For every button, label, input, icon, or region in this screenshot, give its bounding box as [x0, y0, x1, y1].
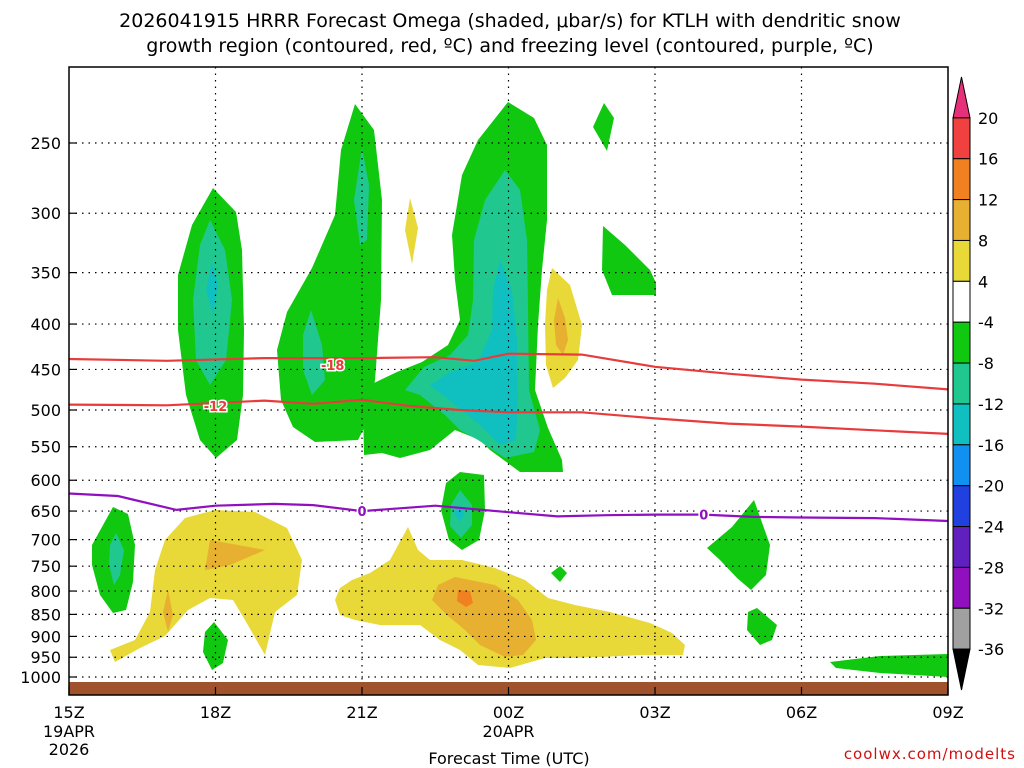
chart-title-line-1: 2026041915 HRRR Forecast Omega (shaded, …	[119, 10, 901, 32]
y-tick-label-600: 600	[30, 471, 61, 490]
isotherm-minus-18-line	[69, 352, 948, 391]
colorbar-label-13: -36	[978, 640, 1004, 659]
freezing-level-line	[69, 492, 948, 523]
y-tick-label-250: 250	[30, 134, 61, 153]
colorbar-band-4	[952, 239, 971, 282]
colorbar-label-3: 8	[978, 231, 988, 250]
y-tick-label-300: 300	[30, 204, 61, 223]
omega-region-max-2	[430, 260, 518, 445]
x-tick-label-21Z: 21Z	[346, 703, 377, 722]
colorbar-label-1: 16	[978, 150, 998, 169]
colorbar-band-3	[952, 199, 971, 241]
omega-region-strong-3	[303, 310, 325, 395]
omega-region-upward-9	[747, 608, 777, 645]
y-tick-label-800: 800	[30, 582, 61, 601]
omega-region-sinking-strong-2	[205, 540, 265, 570]
grid-lines	[69, 67, 948, 695]
y-tick-label-450: 450	[30, 360, 61, 379]
colorbar-label-10: -24	[978, 518, 1004, 537]
x-tick-label-09Z: 09Z	[932, 703, 963, 722]
colorbar-band-10	[952, 485, 971, 528]
omega-region-upward-4	[593, 103, 614, 151]
x-axis-label: Forecast Time (UTC)	[428, 749, 589, 768]
colorbar-band-12	[952, 566, 971, 609]
omega-region-sinking-1	[405, 198, 418, 264]
x-tick-label-18Z: 18Z	[200, 703, 231, 722]
colorbar-band-14	[952, 648, 971, 691]
colorbar-label-7: -12	[978, 395, 1004, 414]
colorbar-label-12: -32	[978, 599, 1004, 618]
y-tick-label-350: 350	[30, 264, 61, 283]
omega-region-upward-10	[551, 566, 567, 582]
omega-region-sinking-strong-3	[163, 590, 173, 632]
y-tick-label-400: 400	[30, 315, 61, 334]
y-axis: 250 300 350 400 450 500 550 600 650 700 750 800 850 9…	[20, 134, 77, 687]
colorbar-label-11: -28	[978, 558, 1004, 577]
omega-region-upward-8	[707, 500, 770, 590]
omega-shading	[92, 102, 948, 677]
colorbar-label-0: 20	[978, 109, 998, 128]
chart-title-line-2: growth region (contoured, red, ºC) and f…	[146, 35, 873, 57]
colorbar-label-4: 4	[978, 272, 988, 291]
colorbar-band-0	[952, 76, 971, 119]
colorbar-band-2	[952, 158, 971, 201]
colorbar-label-5: -4	[978, 313, 994, 332]
colorbar-label-6: -8	[978, 354, 994, 373]
isotherm-minus-18-label-0: -18	[321, 359, 345, 374]
colorbar: 20 16 12 8 4 -4 -8 -12 -16 -20 -24 -28 -32 -36	[952, 76, 1004, 691]
x-tick-year-15Z: 2026	[49, 740, 90, 759]
y-tick-label-950: 950	[30, 648, 61, 667]
isotherm-minus-12-label-0: -12	[204, 400, 228, 415]
colorbar-band-6	[952, 321, 971, 364]
colorbar-label-8: -16	[978, 436, 1004, 455]
colorbar-band-11	[952, 526, 971, 568]
freezing-level-label-1: 0	[699, 509, 708, 524]
y-tick-label-550: 550	[30, 438, 61, 457]
credit-text: coolwx.com/modelts	[844, 745, 1016, 763]
colorbar-band-9	[952, 444, 971, 487]
x-tick-date-15Z: 19APR	[43, 722, 95, 741]
freezing-level-label-0: 0	[357, 505, 366, 520]
y-tick-label-700: 700	[30, 531, 61, 550]
x-tick-label-06Z: 06Z	[786, 703, 817, 722]
y-tick-label-900: 900	[30, 627, 61, 646]
temperature-contours: -18 -12 0 0	[69, 352, 948, 525]
x-tick-label-03Z: 03Z	[639, 703, 670, 722]
isotherm-minus-12-line	[69, 398, 948, 435]
x-tick-date-00Z: 20APR	[482, 722, 534, 741]
colorbar-band-13	[952, 607, 971, 650]
y-tick-label-850: 850	[30, 605, 61, 624]
y-tick-label-500: 500	[30, 401, 61, 420]
colorbar-label-2: 12	[978, 191, 998, 210]
omega-region-sinking-strong-1	[554, 298, 568, 355]
omega-region-strong-2	[354, 148, 369, 245]
omega-region-max-3	[454, 505, 465, 522]
omega-region-upward-12	[830, 654, 948, 677]
x-tick-label-00Z: 00Z	[493, 703, 524, 722]
colorbar-band-5	[952, 280, 971, 323]
omega-region-sinking-max	[457, 590, 473, 607]
y-tick-label-650: 650	[30, 502, 61, 521]
omega-region-strong-6	[109, 533, 124, 585]
colorbar-band-1	[952, 117, 971, 160]
omega-region-upward-5	[602, 226, 656, 295]
colorbar-label-9: -20	[978, 477, 1004, 496]
y-tick-label-750: 750	[30, 557, 61, 576]
colorbar-band-7	[952, 362, 971, 405]
y-tick-label-1000: 1000	[20, 668, 61, 687]
x-tick-label-15Z: 15Z	[53, 703, 84, 722]
colorbar-band-8	[952, 403, 971, 446]
